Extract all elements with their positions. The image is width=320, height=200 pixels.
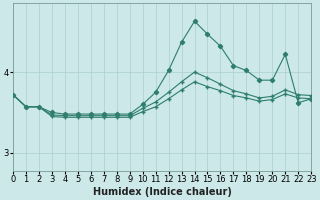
- X-axis label: Humidex (Indice chaleur): Humidex (Indice chaleur): [93, 187, 232, 197]
